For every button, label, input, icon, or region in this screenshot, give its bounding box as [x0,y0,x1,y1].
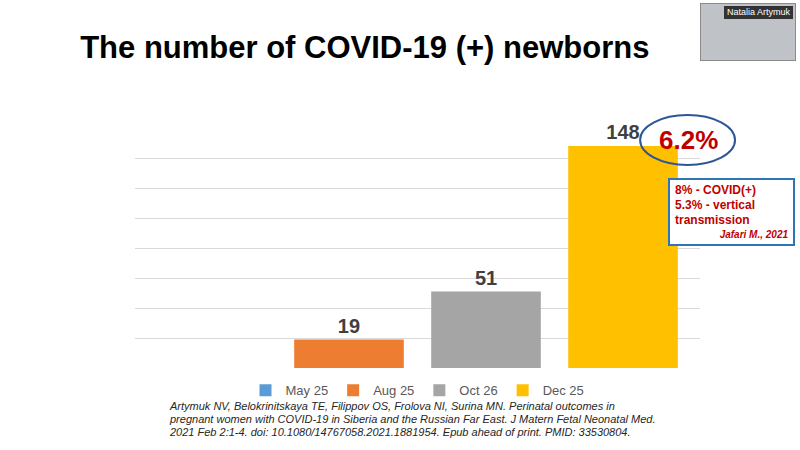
html-text:8% - COVID(+): 8% - COVID(+) [675,183,756,197]
svg-text:6.2%: 6.2% [659,125,718,155]
svg-text:Aug 25: Aug 25 [373,383,414,398]
svg-text:148: 148 [606,121,639,143]
svg-text:May 25: May 25 [286,383,329,398]
svg-text:Dec 25: Dec 25 [543,383,584,398]
html-text:Artymuk NV, Belokrinitskaya TE: Artymuk NV, Belokrinitskaya TE, Filippov… [170,400,656,438]
svg-text:19: 19 [338,315,360,337]
svg-text:The number of COVID-19 (+) new: The number of COVID-19 (+) newborns [80,30,649,65]
svg-text:51: 51 [475,267,497,289]
html-text:5.3% - vertical transmission: 5.3% - vertical transmission [675,198,755,227]
html-text:Jafari M., 2021: Jafari M., 2021 [719,229,788,240]
html-text:Natalia Artymuk: Natalia Artymuk [727,7,790,17]
svg-text:Oct 26: Oct 26 [459,383,497,398]
